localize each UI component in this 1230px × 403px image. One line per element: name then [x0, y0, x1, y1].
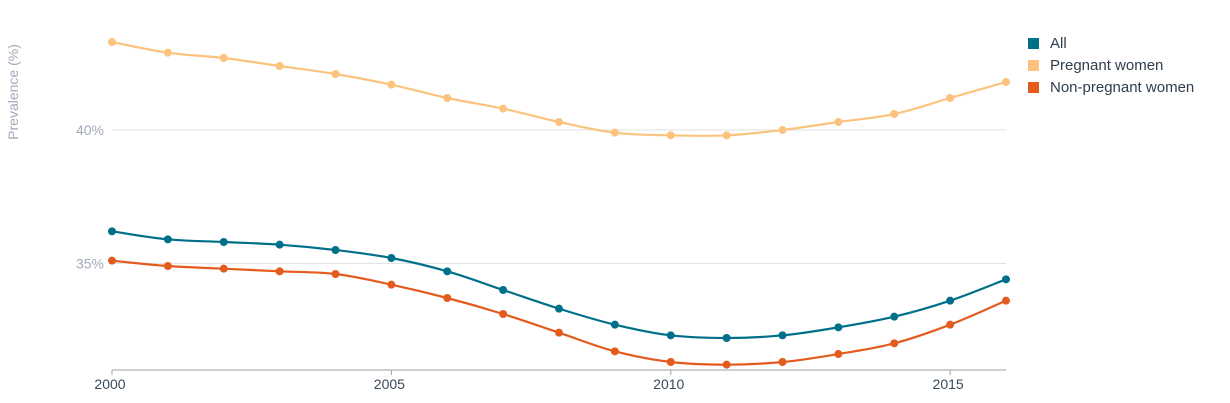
data-point-pregnant-women[interactable]	[610, 128, 619, 137]
series-layer	[108, 38, 1010, 369]
legend-item-non-pregnant-women[interactable]: Non-pregnant women	[1028, 76, 1194, 98]
data-point-all[interactable]	[610, 320, 619, 329]
legend-item-pregnant-women[interactable]: Pregnant women	[1028, 54, 1194, 76]
data-point-all[interactable]	[219, 238, 228, 246]
data-point-pregnant-women[interactable]	[163, 48, 172, 57]
legend-swatch-non-pregnant-women	[1028, 81, 1039, 93]
data-point-pregnant-women[interactable]	[499, 104, 508, 113]
data-point-non-pregnant-women[interactable]	[610, 347, 619, 356]
x-tick-label: 2005	[374, 376, 405, 392]
data-point-non-pregnant-women[interactable]	[443, 294, 452, 302]
data-point-non-pregnant-women[interactable]	[163, 262, 172, 270]
data-point-pregnant-women[interactable]	[443, 94, 452, 102]
data-point-all[interactable]	[722, 334, 731, 342]
data-point-non-pregnant-women[interactable]	[555, 328, 563, 337]
legend-item-all[interactable]: All	[1028, 32, 1194, 54]
x-tick-label: 2000	[94, 376, 125, 392]
data-point-non-pregnant-women[interactable]	[722, 360, 731, 369]
data-point-non-pregnant-women[interactable]	[387, 280, 396, 289]
data-point-all[interactable]	[890, 312, 899, 321]
data-point-non-pregnant-women[interactable]	[275, 267, 284, 276]
data-point-pregnant-women[interactable]	[722, 131, 731, 140]
data-point-all[interactable]	[946, 296, 955, 305]
data-point-non-pregnant-women[interactable]	[331, 270, 340, 278]
y-tick-labels: 35% 40%	[76, 122, 104, 271]
data-point-non-pregnant-women[interactable]	[778, 358, 787, 366]
data-point-non-pregnant-women[interactable]	[946, 320, 955, 329]
x-axis: 2000 2005 2010 2015	[94, 369, 1006, 392]
data-point-all[interactable]	[555, 304, 563, 313]
data-point-pregnant-women[interactable]	[666, 131, 675, 140]
data-point-all[interactable]	[778, 331, 787, 340]
data-point-all[interactable]	[499, 286, 508, 294]
data-point-pregnant-women[interactable]	[108, 38, 116, 46]
data-point-non-pregnant-women[interactable]	[108, 256, 116, 265]
series-non-pregnant-women	[108, 256, 1010, 369]
data-point-all[interactable]	[834, 323, 843, 332]
data-point-non-pregnant-women[interactable]	[219, 264, 228, 273]
data-point-all[interactable]	[387, 254, 396, 262]
data-point-all[interactable]	[331, 246, 340, 254]
legend-label: All	[1050, 34, 1067, 52]
data-point-non-pregnant-women[interactable]	[1002, 296, 1010, 305]
x-tick-label: 2015	[933, 376, 964, 392]
data-point-all[interactable]	[108, 227, 116, 236]
data-point-pregnant-women[interactable]	[890, 110, 899, 118]
legend-label: Non-pregnant women	[1050, 78, 1195, 96]
data-point-non-pregnant-women[interactable]	[834, 350, 843, 358]
data-point-non-pregnant-women[interactable]	[499, 310, 508, 318]
data-point-pregnant-women[interactable]	[387, 80, 396, 89]
data-point-non-pregnant-women[interactable]	[666, 358, 675, 366]
data-point-all[interactable]	[443, 267, 452, 276]
y-axis-label: Prevalence (%)	[5, 44, 21, 140]
legend-label: Pregnant women	[1050, 56, 1164, 74]
data-point-non-pregnant-women[interactable]	[890, 339, 899, 348]
x-tick-label: 2010	[653, 376, 684, 392]
data-point-pregnant-women[interactable]	[778, 126, 787, 134]
data-point-all[interactable]	[275, 240, 284, 249]
data-point-pregnant-women[interactable]	[555, 118, 563, 126]
legend-swatch-all	[1028, 37, 1039, 49]
grid-lines	[112, 129, 1006, 264]
series-all	[108, 227, 1010, 342]
data-point-all[interactable]	[1002, 275, 1010, 284]
data-point-pregnant-women[interactable]	[834, 118, 843, 126]
data-point-pregnant-women[interactable]	[331, 70, 340, 78]
series-pregnant-women	[108, 38, 1010, 140]
data-point-pregnant-women[interactable]	[946, 94, 955, 102]
data-point-pregnant-women[interactable]	[219, 54, 228, 62]
legend: All Pregnant women Non-pregnant women	[1028, 32, 1194, 98]
series-line-all	[111, 230, 1007, 340]
data-point-all[interactable]	[666, 331, 675, 340]
y-tick-label: 40%	[76, 122, 104, 138]
data-point-pregnant-women[interactable]	[1002, 78, 1010, 86]
legend-swatch-pregnant-women	[1028, 59, 1039, 71]
data-point-pregnant-women[interactable]	[275, 62, 284, 70]
y-tick-label: 35%	[76, 255, 104, 271]
data-point-all[interactable]	[163, 235, 172, 244]
